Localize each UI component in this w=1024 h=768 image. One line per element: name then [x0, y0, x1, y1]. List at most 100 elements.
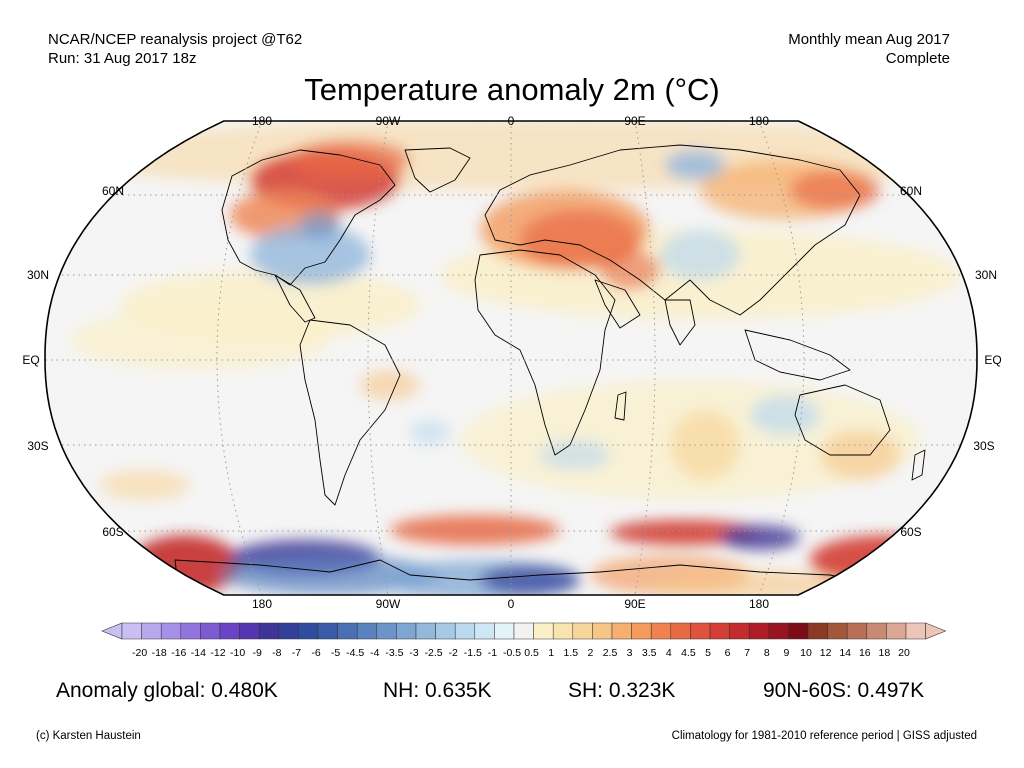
- header-left: NCAR/NCEP reanalysis project @T62 Run: 3…: [48, 30, 302, 68]
- colorbar: -20 -18 -16 -14 -12 -10 -9 -8 -7 -6 -5 -4.5 -4 -3.5 -3…: [101, 622, 947, 659]
- colorbar-swatch: [141, 622, 162, 640]
- colorbar-swatch: [631, 622, 652, 640]
- colorbar-swatch: [396, 622, 417, 640]
- lon-label-180e-bottom: 180: [749, 597, 769, 611]
- lon-label-90w-bottom: 90W: [376, 597, 401, 611]
- colorbar-tick-label: -16: [171, 647, 186, 659]
- colorbar-tick-label: 9: [783, 647, 789, 659]
- lon-label-90w-top: 90W: [376, 114, 401, 128]
- colorbar-tick-label: -9: [253, 647, 262, 659]
- colorbar-swatch: [219, 622, 240, 640]
- colorbar-arrow-high: [925, 622, 947, 640]
- lat-label-30s-left: 30S: [27, 439, 48, 453]
- colorbar-swatch: [415, 622, 436, 640]
- colorbar-tick-label: -5: [331, 647, 340, 659]
- lon-label-180e-top: 180: [749, 114, 769, 128]
- colorbar-swatch: [788, 622, 809, 640]
- colorbar-tick-label: -0.5: [503, 647, 521, 659]
- colorbar-swatch: [200, 622, 221, 640]
- lon-label-180w-top: 180: [252, 114, 272, 128]
- colorbar-swatch: [866, 622, 887, 640]
- colorbar-swatch: [454, 622, 476, 640]
- run-label: Run: 31 Aug 2017 18z: [48, 50, 197, 67]
- colorbar-swatch: [435, 622, 456, 640]
- colorbar-tick-label: 20: [898, 647, 910, 659]
- colorbar-tick-label: -1.5: [464, 647, 482, 659]
- latitude-labels-right: 60N 30N EQ 30S 60S: [900, 184, 1002, 539]
- project-label: NCAR/NCEP reanalysis project @T62: [48, 31, 303, 48]
- lon-label-0-bottom: 0: [508, 597, 515, 611]
- stat-nh: NH: 0.635K: [383, 679, 492, 702]
- colorbar-tick-label: -2: [449, 647, 458, 659]
- colorbar-swatch: [121, 622, 142, 640]
- stat-global: Anomaly global: 0.480K: [56, 679, 278, 702]
- lon-label-90e-top: 90E: [624, 114, 645, 128]
- colorbar-tick-label: 18: [879, 647, 891, 659]
- colorbar-swatch: [376, 622, 397, 640]
- colorbar-tick-label: 4.5: [681, 647, 696, 659]
- colorbar-swatch: [905, 622, 926, 640]
- colorbar-swatch: [278, 622, 299, 640]
- coastlines: [174, 144, 926, 595]
- lat-label-eq-left: EQ: [22, 353, 39, 367]
- colorbar-tick-label: 2: [587, 647, 593, 659]
- lat-label-30n-right: 30N: [975, 268, 997, 282]
- climatology-label: Climatology for 1981-2010 reference peri…: [671, 730, 977, 742]
- lon-label-0-top: 0: [508, 114, 515, 128]
- colorbar-swatch: [709, 622, 730, 640]
- map-title: Temperature anomaly 2m (°C): [304, 72, 720, 107]
- stat-sh: SH: 0.323K: [568, 679, 676, 702]
- colorbar-swatch: [180, 622, 201, 640]
- colorbar-tick-label: -6: [311, 647, 320, 659]
- colorbar-tick-label: -4.5: [346, 647, 364, 659]
- colorbar-tick-label: -3: [409, 647, 418, 659]
- graticule: [45, 121, 977, 595]
- lat-label-60n-right: 60N: [900, 184, 922, 198]
- colorbar-swatch: [650, 622, 672, 640]
- colorbar-swatch: [160, 622, 182, 640]
- colorbar-tick-label: 5: [705, 647, 711, 659]
- stat-polar: 90N-60S: 0.497K: [763, 679, 925, 702]
- lat-label-60n-left: 60N: [102, 184, 124, 198]
- colorbar-tick-label: 10: [800, 647, 812, 659]
- colorbar-arrow-low: [101, 622, 123, 640]
- colorbar-swatch: [846, 622, 868, 640]
- colorbar-swatch: [748, 622, 770, 640]
- lon-label-180w-bottom: 180: [252, 597, 272, 611]
- colorbar-tick-label: -8: [272, 647, 281, 659]
- lat-label-30s-right: 30S: [973, 439, 994, 453]
- colorbar-tick-label: 3.5: [642, 647, 657, 659]
- colorbar-swatch: [474, 622, 495, 640]
- colorbar-swatch: [827, 622, 848, 640]
- colorbar-swatch: [494, 622, 515, 640]
- colorbar-swatch: [513, 622, 534, 640]
- colorbar-swatch: [258, 622, 280, 640]
- colorbar-swatch: [768, 622, 789, 640]
- colorbar-swatch: [886, 622, 907, 640]
- colorbar-tick-label: 1: [548, 647, 554, 659]
- lat-label-eq-right: EQ: [984, 353, 1001, 367]
- colorbar-swatch: [807, 622, 828, 640]
- longitude-labels-bottom: 180 90W 0 90E 180: [252, 597, 769, 611]
- colorbar-tick-label: 0.5: [524, 647, 539, 659]
- colorbar-tick-label: -14: [191, 647, 206, 659]
- longitude-labels-top: 180 90W 0 90E 180: [252, 114, 769, 128]
- colorbar-tick-label: 1.5: [563, 647, 578, 659]
- colorbar-tick-label: 2.5: [603, 647, 618, 659]
- colorbar-tick-label: 14: [839, 647, 851, 659]
- colorbar-swatch: [670, 622, 691, 640]
- colorbar-swatch: [552, 622, 574, 640]
- colorbar-tick-label: -10: [230, 647, 245, 659]
- colorbar-swatch: [298, 622, 319, 640]
- colorbar-tick-label: 3: [627, 647, 633, 659]
- lon-label-90e-bottom: 90E: [624, 597, 645, 611]
- lat-label-30n-left: 30N: [27, 268, 49, 282]
- lat-label-60s-right: 60S: [900, 525, 921, 539]
- colorbar-tick-label: 16: [859, 647, 871, 659]
- colorbar-swatch: [337, 622, 358, 640]
- lat-label-60s-left: 60S: [102, 525, 123, 539]
- colorbar-tick-label: -1: [488, 647, 497, 659]
- colorbar-tick-label: -4: [370, 647, 379, 659]
- status-label: Complete: [885, 50, 950, 67]
